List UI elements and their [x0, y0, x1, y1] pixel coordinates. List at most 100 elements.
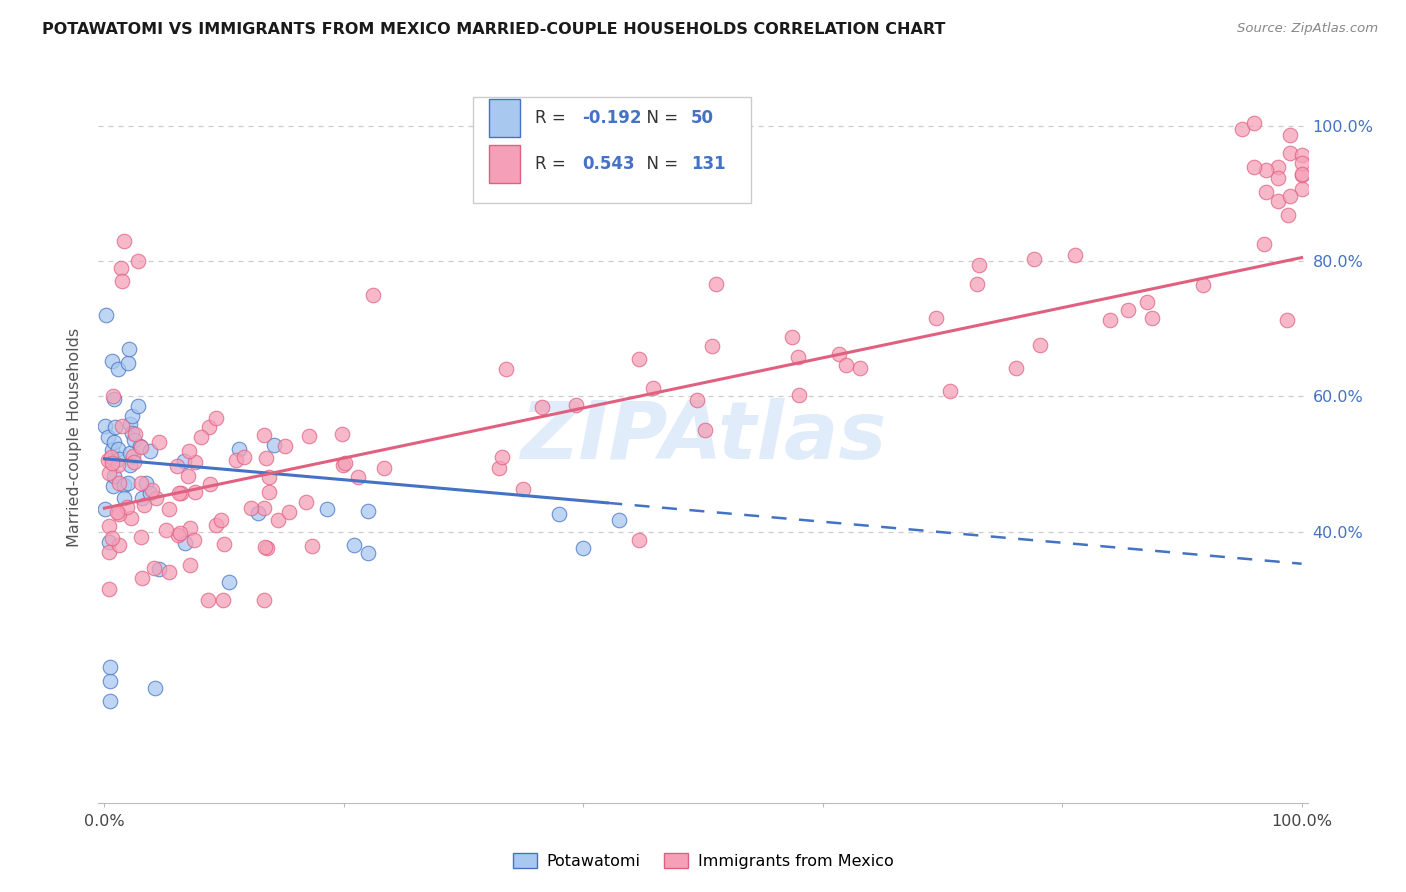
- Text: ZIPAtlas: ZIPAtlas: [520, 398, 886, 476]
- Point: [330, 426, 353, 441]
- Point: [218, 575, 240, 590]
- Point: [122, 434, 145, 448]
- Point: [101, 388, 124, 402]
- Point: [173, 453, 195, 467]
- Point: [157, 502, 180, 516]
- Point: [145, 491, 167, 505]
- Point: [572, 541, 595, 556]
- Point: [343, 538, 366, 552]
- Point: [849, 360, 872, 375]
- Point: [607, 513, 630, 527]
- Point: [1277, 313, 1299, 327]
- Point: [205, 411, 228, 425]
- Point: [94, 501, 117, 516]
- Point: [495, 362, 517, 376]
- Point: [139, 443, 162, 458]
- Text: R =: R =: [534, 155, 571, 173]
- Point: [112, 234, 135, 248]
- Point: [143, 681, 166, 695]
- Point: [105, 505, 128, 519]
- Point: [97, 429, 120, 443]
- Point: [166, 459, 188, 474]
- Point: [1022, 252, 1045, 267]
- Point: [135, 476, 157, 491]
- Point: [107, 442, 129, 457]
- Point: [835, 358, 858, 372]
- Point: [101, 457, 124, 471]
- Point: [101, 443, 124, 458]
- Point: [108, 475, 131, 490]
- Y-axis label: Married-couple Households: Married-couple Households: [67, 327, 83, 547]
- Point: [159, 565, 181, 579]
- Point: [103, 392, 125, 406]
- Point: [361, 288, 384, 302]
- Point: [512, 483, 534, 497]
- Point: [1004, 360, 1026, 375]
- Point: [169, 486, 191, 500]
- Point: [641, 382, 664, 396]
- Point: [132, 499, 155, 513]
- Point: [966, 277, 988, 291]
- Point: [96, 308, 118, 322]
- Point: [924, 311, 946, 326]
- Point: [141, 483, 163, 497]
- Point: [1267, 160, 1289, 174]
- Point: [1253, 237, 1275, 252]
- Point: [169, 526, 191, 541]
- Point: [333, 456, 356, 470]
- Point: [228, 442, 250, 456]
- Point: [564, 398, 586, 412]
- Point: [131, 491, 153, 505]
- Text: R =: R =: [534, 109, 571, 127]
- Point: [253, 541, 276, 555]
- Point: [1192, 278, 1215, 293]
- Point: [98, 582, 121, 597]
- Point: [298, 429, 321, 443]
- Point: [120, 511, 142, 525]
- Point: [98, 535, 121, 549]
- Point: [103, 469, 125, 483]
- Point: [702, 339, 724, 353]
- Point: [177, 468, 200, 483]
- Point: [1243, 160, 1265, 174]
- Point: [787, 388, 810, 402]
- Point: [1278, 145, 1301, 160]
- Point: [1140, 310, 1163, 325]
- Point: [104, 420, 127, 434]
- Point: [108, 538, 131, 552]
- Text: N =: N =: [637, 109, 683, 127]
- Point: [103, 479, 125, 493]
- Point: [1136, 294, 1159, 309]
- Point: [98, 660, 121, 674]
- Point: [179, 558, 201, 572]
- Point: [112, 478, 135, 492]
- Point: [357, 546, 380, 560]
- Point: [129, 439, 152, 453]
- Point: [129, 530, 152, 544]
- Point: [197, 592, 219, 607]
- Point: [127, 399, 149, 413]
- Point: [531, 400, 554, 414]
- Point: [142, 561, 165, 575]
- FancyBboxPatch shape: [489, 99, 520, 136]
- Point: [273, 439, 295, 453]
- Point: [332, 458, 354, 472]
- Point: [301, 540, 323, 554]
- Point: [108, 451, 131, 466]
- Point: [122, 449, 145, 463]
- Point: [1254, 186, 1277, 200]
- Point: [1267, 194, 1289, 208]
- Point: [239, 501, 262, 516]
- Point: [184, 484, 207, 499]
- Point: [98, 466, 121, 480]
- Point: [124, 426, 146, 441]
- Point: [1267, 170, 1289, 185]
- Point: [686, 392, 709, 407]
- Point: [828, 347, 851, 361]
- Point: [170, 486, 193, 500]
- Point: [1291, 156, 1313, 170]
- Point: [111, 419, 134, 434]
- Point: [204, 518, 226, 533]
- Point: [1254, 163, 1277, 178]
- FancyBboxPatch shape: [474, 97, 751, 203]
